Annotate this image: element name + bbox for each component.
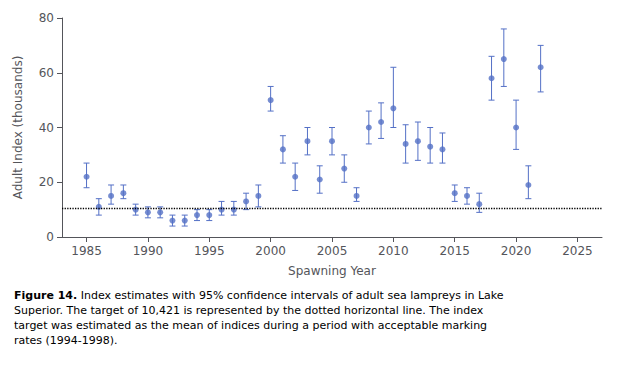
svg-text:2015: 2015 bbox=[439, 244, 470, 258]
svg-text:80: 80 bbox=[39, 11, 54, 25]
svg-text:Figure 14.: Figure 14. bbox=[14, 289, 77, 302]
svg-text:2000: 2000 bbox=[255, 244, 286, 258]
svg-text:40: 40 bbox=[39, 121, 54, 135]
svg-text:1985: 1985 bbox=[71, 244, 102, 258]
svg-text:2005: 2005 bbox=[317, 244, 348, 258]
svg-text:0: 0 bbox=[46, 230, 54, 244]
svg-text:2020: 2020 bbox=[501, 244, 532, 258]
svg-text:Index estimates with 95% confi: Index estimates with 95% confidence inte… bbox=[77, 289, 507, 302]
svg-text:Superior. The target of 10,421: Superior. The target of 10,421 is repres… bbox=[14, 304, 487, 317]
svg-text:rates (1994-1998).: rates (1994-1998). bbox=[14, 334, 118, 347]
svg-text:2025: 2025 bbox=[562, 244, 593, 258]
svg-text:60: 60 bbox=[39, 66, 54, 80]
svg-text:1995: 1995 bbox=[194, 244, 225, 258]
svg-text:Spawning Year: Spawning Year bbox=[288, 264, 376, 278]
svg-text:2010: 2010 bbox=[378, 244, 409, 258]
svg-text:Adult Index (thousands): Adult Index (thousands) bbox=[11, 56, 25, 200]
svg-text:1990: 1990 bbox=[133, 244, 164, 258]
svg-text:20: 20 bbox=[39, 175, 54, 189]
svg-text:target was estimated as the me: target was estimated as the mean of indi… bbox=[14, 319, 491, 332]
